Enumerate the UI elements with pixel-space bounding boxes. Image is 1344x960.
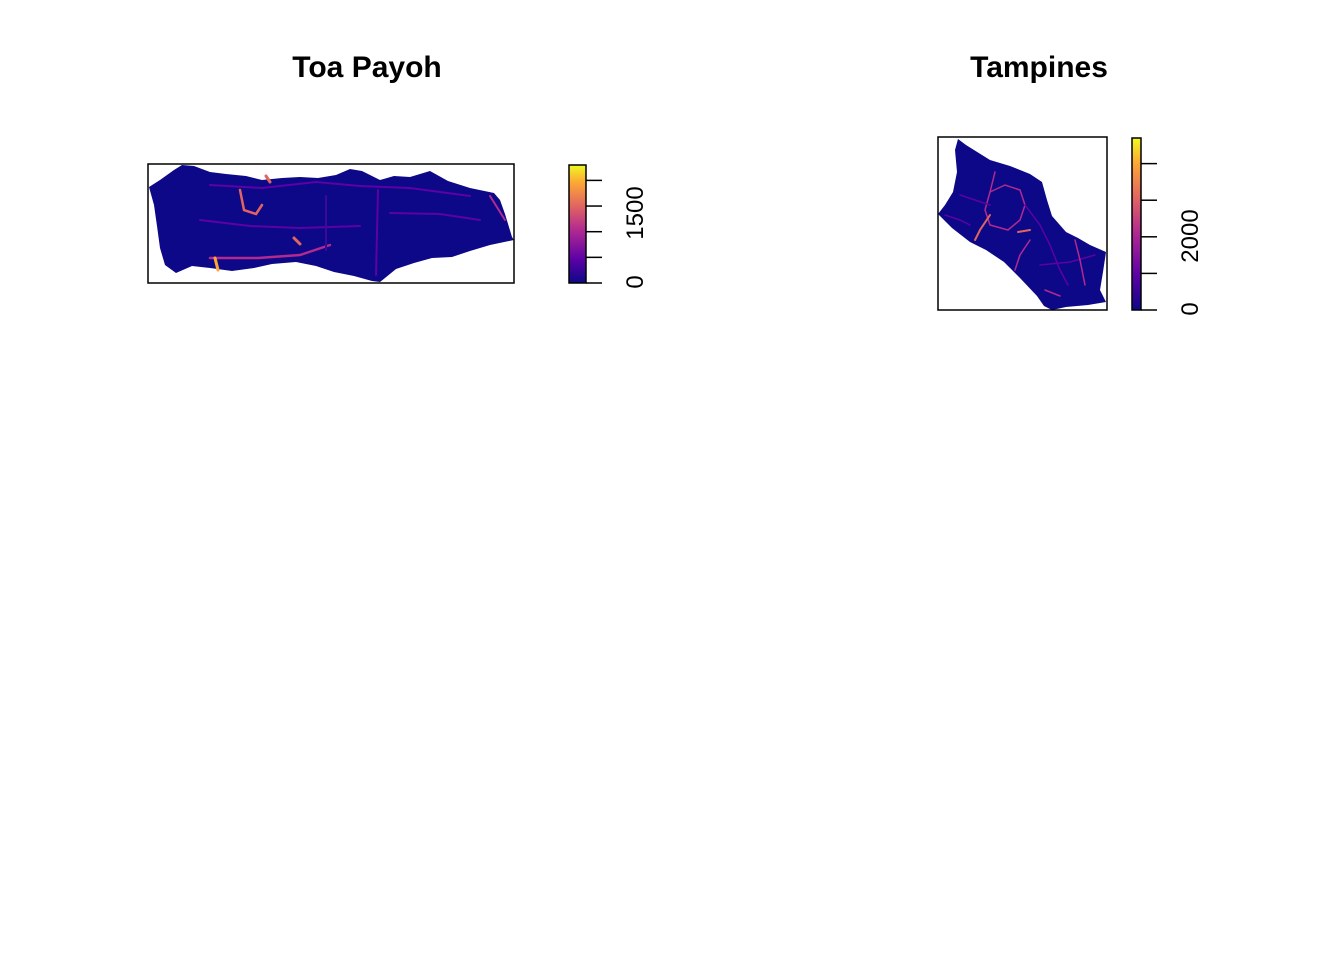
road-hotspots xyxy=(944,171,1096,297)
plot-box xyxy=(937,136,1108,311)
tick-label: 2000 xyxy=(1177,209,1204,262)
raster-area xyxy=(938,139,1106,310)
road-line xyxy=(208,243,332,260)
panel-tampines: Tampines 0 2000 xyxy=(937,51,1204,316)
road-hotspots xyxy=(199,174,506,276)
road-line xyxy=(1044,289,1061,297)
road-line xyxy=(238,188,264,216)
road-line xyxy=(1039,254,1096,266)
chart-title: Tampines xyxy=(970,51,1108,84)
color-legend: 0 1500 xyxy=(568,164,649,289)
road-line xyxy=(375,189,379,276)
tick-label: 1500 xyxy=(622,186,649,239)
road-line xyxy=(489,195,506,221)
plot-box xyxy=(147,163,515,284)
panel-toa-payoh: Toa Payoh 0 1500 xyxy=(147,51,649,289)
road-line xyxy=(1074,239,1086,286)
legend-colorbar xyxy=(1131,137,1142,311)
road-line xyxy=(959,194,991,206)
road-line xyxy=(213,256,220,272)
road-line xyxy=(209,180,471,197)
color-legend: 0 2000 xyxy=(1131,137,1204,316)
road-line xyxy=(389,212,481,221)
road-line xyxy=(292,236,302,246)
road-line xyxy=(264,174,272,184)
tick-label: 0 xyxy=(622,275,649,288)
road-line xyxy=(984,171,1026,231)
road-line xyxy=(1014,239,1031,271)
road-line xyxy=(974,214,991,241)
legend-ticks xyxy=(586,179,602,284)
road-line xyxy=(944,214,971,226)
road-line xyxy=(199,219,361,230)
road-line xyxy=(1017,229,1031,233)
tick-label: 0 xyxy=(1177,302,1204,315)
road-line xyxy=(1024,204,1069,286)
legend-colorbar xyxy=(568,164,587,284)
raster-map xyxy=(938,139,1106,310)
raster-map xyxy=(149,165,514,282)
chart-title: Toa Payoh xyxy=(292,51,441,84)
legend-ticks xyxy=(1141,162,1157,311)
